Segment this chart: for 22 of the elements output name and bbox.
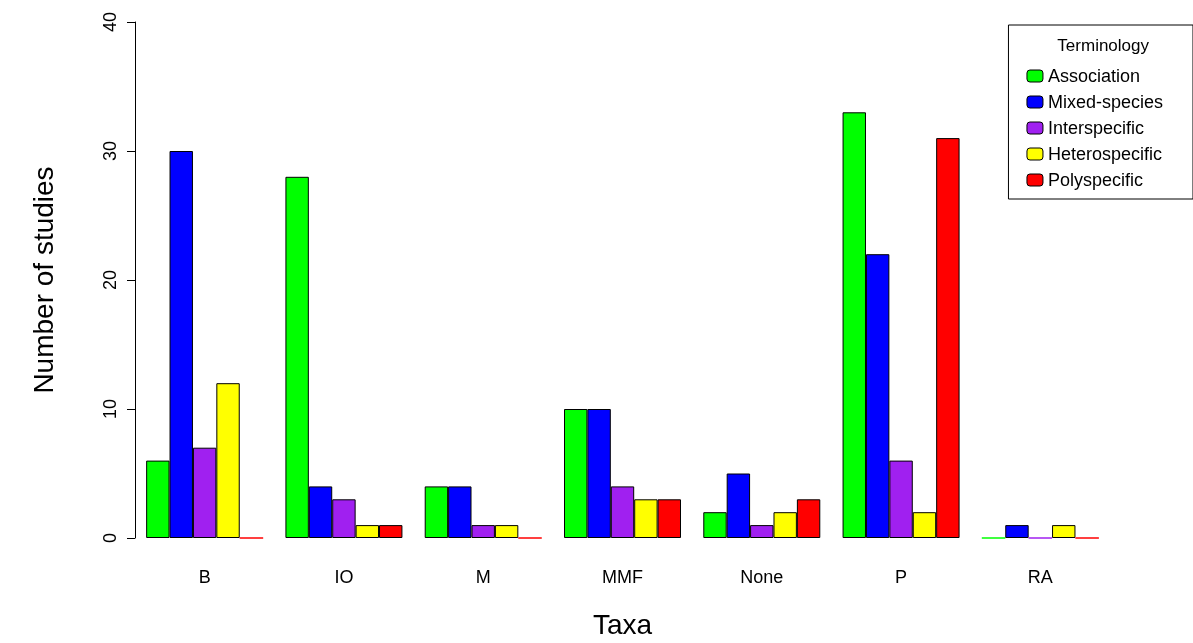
legend-title: Terminology — [1057, 36, 1150, 55]
y-tick-label: 20 — [100, 269, 120, 291]
x-axis-title: Taxa — [592, 608, 653, 640]
legend-label: Association — [1047, 66, 1141, 86]
x-tick-label: M — [475, 567, 491, 587]
x-tick-label: None — [740, 567, 784, 587]
legend-label: Mixed-species — [1047, 92, 1164, 112]
y-axis-title: Number of studies — [27, 166, 59, 394]
x-tick-label: MMF — [602, 567, 643, 587]
legend-label: Heterospecific — [1047, 144, 1163, 164]
y-tick-label: 40 — [100, 11, 120, 33]
y-tick-label: 10 — [100, 398, 120, 420]
y-tick-label: 30 — [100, 140, 120, 162]
x-tick-label: P — [895, 567, 908, 587]
y-tick-label: 0 — [100, 532, 120, 544]
x-tick-label: B — [198, 567, 211, 587]
legend-label: Interspecific — [1047, 118, 1145, 138]
x-tick-label: RA — [1027, 567, 1053, 587]
x-tick-label: IO — [334, 567, 354, 587]
legend-label: Polyspecific — [1047, 170, 1144, 190]
bar — [1052, 525, 1076, 538]
bar — [1005, 525, 1029, 538]
